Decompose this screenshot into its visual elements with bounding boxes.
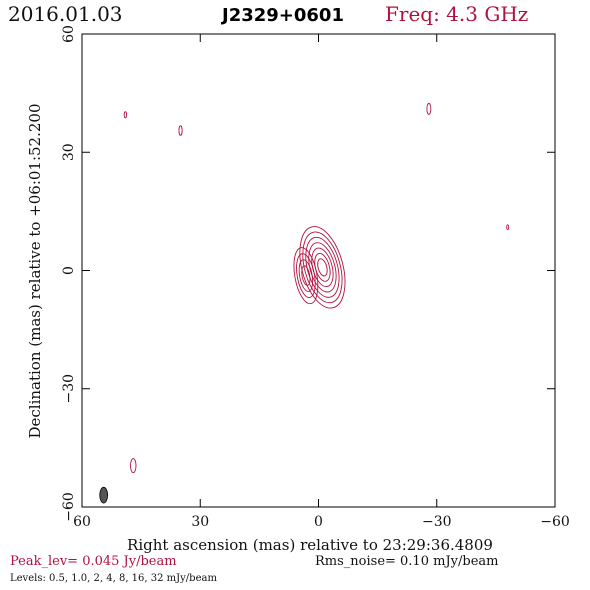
contour-marks: [99, 102, 510, 504]
y-tick-label: 60: [61, 25, 77, 43]
frequency-label: Freq: 4.3 GHz: [385, 2, 529, 26]
contour-line: [317, 258, 328, 277]
y-tick-label: −30: [61, 374, 77, 404]
contour-line: [298, 259, 314, 292]
x-tick-label: 60: [73, 514, 91, 530]
rms-noise: Rms_noise= 0.10 mJy/beam: [315, 554, 499, 569]
source-name: J2329+0601: [222, 5, 344, 26]
contour-line: [302, 231, 343, 304]
contour-line: [305, 236, 340, 298]
y-tick-label: 0: [61, 266, 77, 275]
noise-contour: [178, 125, 183, 136]
y-tick-label: 30: [61, 143, 77, 161]
beam-ellipse: [99, 486, 109, 504]
contour-line: [301, 265, 311, 286]
peak-level: Peak_lev= 0.045 Jy/beam: [10, 554, 177, 569]
x-tick-label: 0: [314, 514, 323, 530]
noise-contour: [130, 458, 137, 474]
contour-line: [293, 247, 319, 305]
contour-line: [296, 253, 316, 298]
y-axis-label: Declination (mas) relative to +06:01:52.…: [26, 103, 44, 438]
observation-date: 2016.01.03: [8, 2, 123, 26]
noise-contour: [506, 224, 510, 230]
noise-contour: [426, 102, 432, 115]
x-tick-label: 30: [191, 514, 209, 530]
noise-contour: [123, 111, 127, 119]
x-tick-label: −30: [422, 514, 452, 530]
x-axis-label: Right ascension (mas) relative to 23:29:…: [127, 536, 493, 554]
contour-levels: Levels: 0.5, 1.0, 2, 4, 8, 16, 32 mJy/be…: [10, 573, 217, 584]
x-tick-label: −60: [540, 514, 570, 530]
contour-line: [308, 242, 337, 293]
y-tick-label: −60: [61, 492, 77, 522]
contour-line: [299, 226, 346, 309]
